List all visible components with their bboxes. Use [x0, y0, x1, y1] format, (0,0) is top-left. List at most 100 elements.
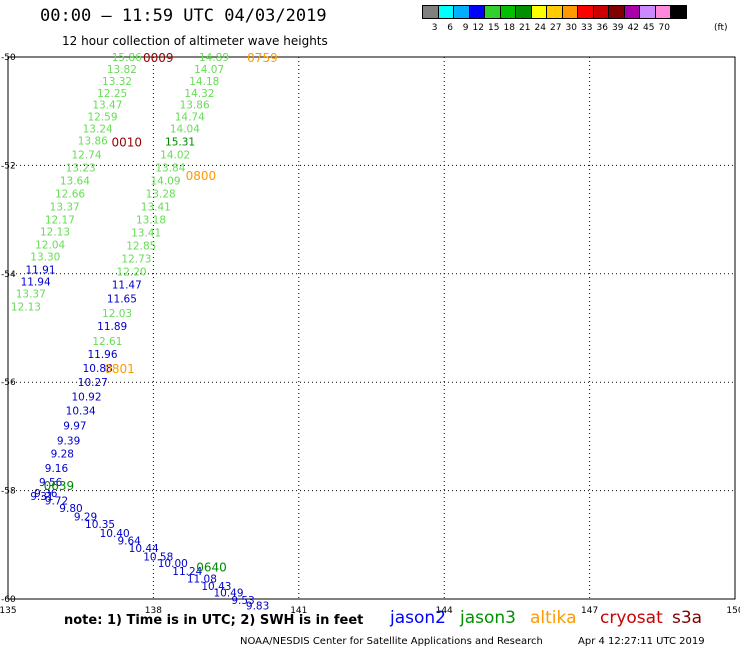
chart-subtitle: 12 hour collection of altimeter wave hei…	[62, 34, 328, 48]
y-tick-label: -52	[1, 161, 16, 171]
wave-height-label: 13.41	[141, 202, 171, 214]
wave-height-label: 9.16	[45, 463, 69, 475]
color-scale-label: 39	[612, 23, 624, 33]
chart-title: 00:00 – 11:59 UTC 04/03/2019	[40, 6, 327, 26]
wave-height-label: 13.23	[66, 163, 96, 175]
x-tick-label: 141	[290, 606, 307, 616]
wave-height-label: 10.40	[100, 528, 130, 540]
wave-height-label: 14.04	[170, 124, 200, 136]
wave-height-label: 9.97	[63, 421, 86, 433]
legend-altika: altika	[530, 608, 577, 628]
wave-height-label: 12.20	[117, 267, 147, 279]
wave-height-label: 13.82	[107, 64, 137, 76]
wave-height-label: 13.28	[146, 189, 176, 201]
wave-height-label: 12.03	[102, 308, 132, 320]
color-swatch	[670, 5, 687, 19]
legend-jason2: jason2	[390, 608, 446, 628]
wave-height-label: 14.09	[150, 176, 180, 188]
wave-height-label: 15.31	[165, 137, 195, 149]
color-scale-label: 27	[550, 23, 562, 33]
x-tick-label: 150	[726, 606, 740, 616]
wave-height-label: 12.13	[40, 227, 70, 239]
wave-height-label: 9.29	[74, 512, 97, 524]
color-scale-label: 18	[503, 23, 515, 33]
y-tick-label: -54	[1, 270, 16, 280]
legend-cryosat: cryosat	[600, 608, 663, 628]
wave-height-label: 12.66	[55, 189, 85, 201]
wave-height-label: 11.08	[187, 573, 217, 585]
plot-frame	[7, 56, 736, 600]
wave-height-label: 12.59	[87, 112, 117, 124]
wave-height-label: 11.96	[87, 349, 117, 361]
wave-height-label: 14.32	[184, 88, 214, 100]
wave-height-label: 9.28	[51, 449, 74, 461]
pass-time-label: 0639	[44, 479, 75, 493]
wave-height-label: 14.18	[189, 76, 219, 88]
color-scale-label: 6	[447, 23, 453, 33]
x-tick-label: 135	[0, 606, 17, 616]
pass-time-label: 0010	[111, 136, 142, 150]
wave-height-label: 9.36	[34, 488, 58, 500]
wave-height-label: 10.35	[85, 519, 115, 531]
x-tick-label: 147	[581, 606, 598, 616]
wave-height-label: 15.86	[112, 52, 142, 64]
wave-height-label: 13.30	[30, 251, 60, 263]
footer-note: note: 1) Time is in UTC; 2) SWH is in fe…	[64, 613, 364, 628]
color-scale-label: 42	[627, 23, 639, 33]
wave-height-label: 10.00	[158, 558, 188, 570]
wave-height-label: 13.37	[50, 202, 80, 214]
wave-height-label: 10.43	[201, 581, 231, 593]
wave-height-label: 13.18	[136, 215, 166, 227]
x-tick-label: 138	[145, 606, 162, 616]
wave-height-label: 13.64	[60, 176, 90, 188]
wave-height-label: 10.44	[129, 543, 159, 555]
legend-jason3: jason3	[460, 608, 516, 628]
color-scale-label: 15	[488, 23, 500, 33]
pass-time-label: 0009	[143, 51, 174, 65]
legend-s3a: s3a	[672, 608, 703, 628]
wave-height-label: 10.92	[71, 391, 101, 403]
color-scale-bar	[422, 5, 687, 21]
wave-height-label: 13.32	[102, 76, 132, 88]
pass-time-label: 0801	[104, 362, 135, 376]
pass-time-label: 0759	[247, 51, 278, 65]
wave-height-label: 12.13	[11, 301, 41, 313]
wave-height-label: 10.58	[143, 552, 173, 564]
wave-height-label: 11.94	[21, 276, 51, 288]
wave-height-label: 10.27	[78, 377, 108, 389]
pass-time-label: 0640	[196, 560, 227, 574]
wave-height-label: 13.41	[131, 228, 161, 240]
color-scale-label: 21	[519, 23, 531, 33]
color-scale-labels: 3 6 9 12 15 18 21 24 27 30 33 36 39 42 45 70	[422, 23, 670, 35]
y-tick-label: -50	[1, 53, 16, 63]
wave-height-label: 9.72	[45, 495, 68, 507]
color-scale-label: 70	[658, 23, 670, 33]
wave-height-label: 12.17	[45, 215, 75, 227]
y-tick-label: -58	[1, 487, 16, 497]
wave-height-label: 13.86	[180, 100, 210, 112]
wave-height-label: 14.07	[194, 64, 224, 76]
y-tick-label: -56	[1, 378, 16, 388]
color-scale-label: 3	[431, 23, 438, 33]
color-scale-label: 45	[643, 23, 655, 33]
wave-height-label: 12.74	[71, 150, 101, 162]
wave-height-label: 13.84	[155, 163, 185, 175]
wave-height-label: 9.83	[246, 601, 269, 613]
wave-height-label: 9.64	[117, 535, 141, 547]
wave-height-label: 9.80	[59, 503, 82, 515]
wave-height-label: 14.74	[175, 112, 205, 124]
wave-height-label: 10.88	[83, 363, 113, 375]
wave-height-label: 11.24	[172, 566, 202, 578]
y-tick-label: -60	[1, 595, 16, 605]
wave-height-label: 11.89	[97, 321, 127, 333]
color-scale-unit: (ft)	[714, 23, 728, 33]
color-scale-label: 30	[565, 23, 577, 33]
color-scale-label: 33	[581, 23, 593, 33]
generated-timestamp: Apr 4 12:27:11 UTC 2019	[578, 636, 705, 647]
color-scale-label: 24	[534, 23, 546, 33]
wave-height-label: 14.02	[160, 150, 190, 162]
wave-height-label: 11.65	[107, 294, 137, 306]
wave-height-label: 13.37	[16, 288, 46, 300]
wave-height-label: 10.49	[213, 587, 243, 599]
color-scale-label: 12	[472, 23, 484, 33]
